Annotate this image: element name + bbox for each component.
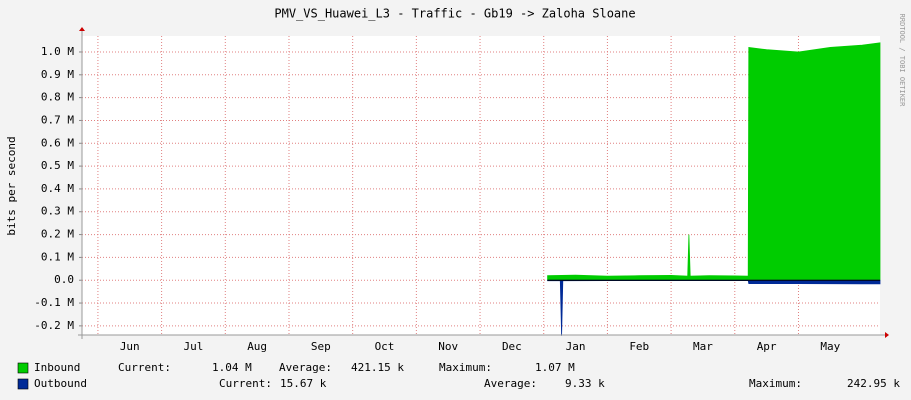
legend-stat-value: 421.15 k	[351, 361, 404, 374]
legend-stat-label: Maximum:	[749, 377, 802, 390]
x-tick-label: Apr	[757, 340, 777, 353]
legend-swatch	[17, 362, 29, 374]
y-tick-label: 0.4 M	[41, 182, 74, 195]
series-area	[547, 279, 881, 336]
y-axis-label: bits per second	[5, 136, 18, 235]
x-tick-label: Jul	[184, 340, 204, 353]
series-area	[547, 42, 881, 281]
legend-swatch	[17, 378, 29, 390]
y-tick-label: 0.9 M	[41, 68, 74, 81]
x-tick-label: May	[820, 340, 840, 353]
y-tick-label: 0.6 M	[41, 136, 74, 149]
x-tick-label: Jan	[566, 340, 586, 353]
x-tick-label: Oct	[375, 340, 395, 353]
legend-stat-label: Maximum:	[439, 361, 492, 374]
side-text: RRDTOOL / TOBI OETIKER	[898, 14, 906, 108]
legend-stat-label: Average:	[279, 361, 332, 374]
x-tick-label: Sep	[311, 340, 331, 353]
y-tick-label: 0.2 M	[41, 228, 74, 241]
legend-stat-value: 15.67 k	[280, 377, 327, 390]
x-tick-label: Feb	[629, 340, 649, 353]
legend-stat-label: Average:	[484, 377, 537, 390]
legend-stat-label: Current:	[219, 377, 272, 390]
y-tick-label: 0.8 M	[41, 91, 74, 104]
legend-label: Outbound	[34, 377, 87, 390]
y-tick-label: -0.1 M	[34, 296, 74, 309]
x-tick-label: Nov	[438, 340, 458, 353]
x-tick-label: Mar	[693, 340, 713, 353]
x-axis-arrow	[885, 332, 889, 338]
chart-title: PMV_VS_Huawei_L3 - Traffic - Gb19 -> Zal…	[274, 7, 635, 21]
legend-label: Inbound	[34, 361, 80, 374]
x-tick-label: Dec	[502, 340, 522, 353]
y-tick-label: 0.5 M	[41, 159, 74, 172]
legend-stat-label: Current:	[118, 361, 171, 374]
y-tick-label: -0.2 M	[34, 319, 74, 332]
plot-area	[82, 36, 880, 335]
legend-stat-value: 1.04 M	[212, 361, 252, 374]
x-tick-label: Jun	[120, 340, 140, 353]
y-tick-label: 0.1 M	[41, 250, 74, 263]
legend-stat-value: 242.95 k	[847, 377, 900, 390]
y-tick-label: 0.0	[54, 273, 74, 286]
y-tick-label: 0.3 M	[41, 205, 74, 218]
legend-stat-value: 1.07 M	[535, 361, 575, 374]
y-tick-label: 0.7 M	[41, 113, 74, 126]
x-tick-label: Aug	[247, 340, 267, 353]
y-tick-label: 1.0 M	[41, 45, 74, 58]
legend-stat-value: 9.33 k	[565, 377, 605, 390]
y-axis-arrow	[79, 27, 85, 31]
